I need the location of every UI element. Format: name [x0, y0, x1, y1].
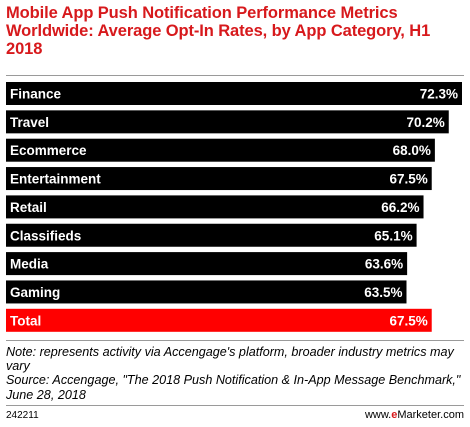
source-text: Source: Accengage, "The 2018 Push Notifi…: [6, 373, 461, 402]
bar-label-media: Media: [10, 257, 49, 272]
bar-value-travel: 70.2%: [406, 115, 444, 130]
brand-rest: Marketer.com: [397, 409, 464, 421]
bar-label-classifieds: Classifieds: [10, 228, 81, 243]
bar-finance: [6, 82, 462, 105]
brand-e: e: [391, 409, 398, 421]
chart-id: 242211: [6, 410, 39, 421]
bar-value-ecommerce: 68.0%: [393, 143, 431, 158]
chart-notes: Note: represents activity via Accengage'…: [6, 345, 466, 402]
bar-label-total: Total: [10, 313, 41, 328]
bar-label-ecommerce: Ecommerce: [10, 143, 87, 158]
bar-entertainment: [6, 167, 432, 191]
bar-value-entertainment: 67.5%: [389, 172, 427, 187]
footer-divider: [6, 405, 464, 406]
bar-label-entertainment: Entertainment: [10, 172, 101, 187]
bar-value-retail: 66.2%: [381, 200, 419, 215]
bar-value-finance: 72.3%: [420, 87, 458, 102]
bar-total: [6, 308, 432, 332]
bottom-divider: [6, 340, 464, 341]
bar-label-gaming: Gaming: [10, 285, 60, 300]
brand-prefix: www.: [364, 409, 392, 421]
bar-classifieds: [6, 223, 417, 247]
bar-label-travel: Travel: [10, 115, 49, 130]
bar-value-gaming: 63.5%: [364, 285, 402, 300]
chart-title: Mobile App Push Notification Performance…: [6, 4, 431, 58]
note-text: Note: represents activity via Accengage'…: [6, 345, 454, 374]
brand-link[interactable]: www.eMarketer.com: [365, 409, 464, 421]
top-divider: [6, 75, 464, 76]
bar-gaming: [6, 280, 407, 304]
bar-label-retail: Retail: [10, 200, 47, 215]
bar-label-finance: Finance: [10, 87, 62, 102]
bar-ecommerce: [6, 138, 435, 162]
bar-value-total: 67.5%: [389, 313, 427, 328]
bar-value-media: 63.6%: [365, 257, 403, 272]
bar-value-classifieds: 65.1%: [374, 228, 412, 243]
bar-travel: [6, 110, 449, 134]
bar-retail: [6, 195, 424, 219]
bar-media: [6, 252, 408, 276]
